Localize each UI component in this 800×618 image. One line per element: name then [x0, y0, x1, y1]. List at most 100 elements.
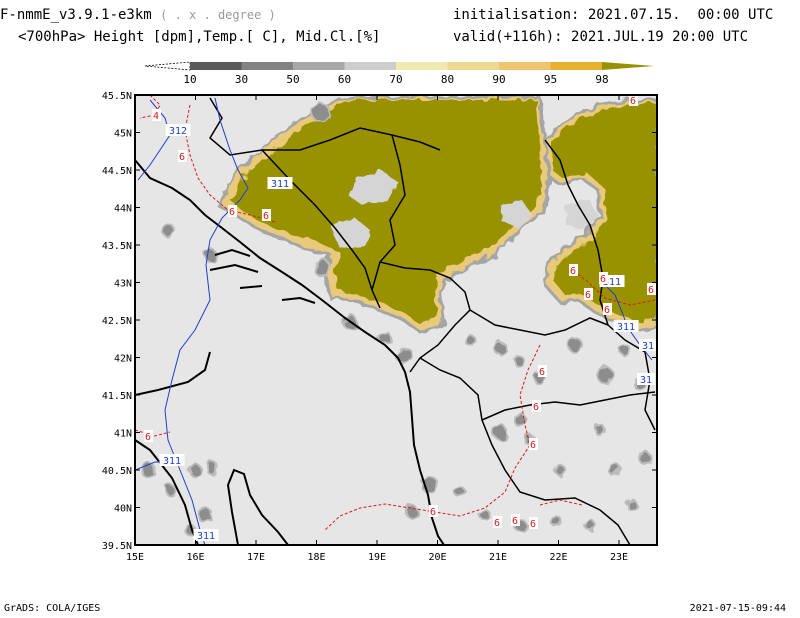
temp-label-bg: [603, 303, 612, 315]
temp-label-bg: [529, 517, 538, 529]
adriatic-coast: [135, 159, 445, 545]
legend-level-label: 80: [441, 73, 454, 86]
temp-contour-label: 6: [585, 290, 591, 301]
legend-level-label: 10: [183, 73, 196, 86]
model-name: F-nmmE_v3.9.1-e3km: [0, 7, 152, 23]
model-resolution-note: ( . x . degree ): [160, 8, 276, 22]
footer-credit: GrADS: COLA/IGES: [4, 603, 101, 614]
field-description: <700hPa> Height [dpm],Temp.[ C], Mid.Cl.…: [18, 29, 381, 45]
border-bosnia: [261, 149, 381, 309]
lat-label: 44.5N: [102, 166, 132, 177]
temp-contour-label: 6: [263, 211, 269, 222]
lon-label: 23E: [610, 552, 628, 563]
temp-label-bg: [629, 94, 638, 106]
temp-contour-label: 4: [153, 111, 159, 122]
lat-label: 43.5N: [102, 241, 132, 252]
border-albania-greece: [419, 357, 631, 545]
initialisation-line: initialisation: 2021.07.15. 00:00 UTC: [453, 7, 773, 23]
valid-label: valid(+116h):: [453, 29, 563, 45]
temp-contour-label: 6: [530, 519, 536, 530]
lon-label: 22E: [549, 552, 567, 563]
legend-swatch: [190, 62, 242, 70]
legend-swatch: [241, 62, 293, 70]
temp-contour-6-north: [184, 104, 276, 223]
lat-label: 40.5N: [102, 466, 132, 477]
height-label-bg: [165, 124, 191, 136]
lon-label: 19E: [368, 552, 386, 563]
border-serbia-montenegro: [379, 261, 471, 373]
temp-label-bg: [529, 438, 538, 450]
temp-label-bg: [599, 272, 608, 284]
temp-contour-label: 6: [530, 440, 536, 451]
border-bulgaria: [644, 351, 656, 431]
legend-level-label: 95: [544, 73, 557, 86]
height-contour-label: 31: [640, 375, 652, 386]
lat-label: 42N: [114, 354, 132, 365]
island-3: [281, 296, 316, 304]
model-title: F-nmmE_v3.9.1-e3km ( . x . degree ): [0, 7, 276, 23]
clear-patch-3: [500, 200, 532, 228]
temp-contour-label: 6: [630, 96, 636, 107]
legend-swatch: [550, 62, 602, 70]
island-4: [239, 285, 263, 289]
clear-patch-4: [565, 200, 598, 230]
legend-level-label: 98: [595, 73, 608, 86]
temp-label-bg: [429, 505, 438, 517]
temp-contour-label: 6: [430, 507, 436, 518]
height-contour-label: 311: [617, 322, 635, 333]
height-label-bg: [267, 177, 293, 189]
valid-time-line: valid(+116h): 2021.JUL.19 20:00 UTC: [453, 29, 748, 45]
temp-label-bg: [532, 400, 541, 412]
temp-contour-label: 6: [145, 432, 151, 443]
legend-level-label: 50: [286, 73, 299, 86]
lat-label: 41.5N: [102, 391, 132, 402]
lon-label: 16E: [186, 552, 204, 563]
temp-label-bg: [584, 288, 593, 300]
temp-contour-label: 6: [494, 518, 500, 529]
temp-label-bg: [511, 514, 520, 526]
legend-swatch: [344, 62, 396, 70]
legend-swatch: [499, 62, 551, 70]
border-kosovo-macedonia: [469, 309, 609, 336]
cloud-core-north: [230, 100, 542, 324]
longitude-axis: 15E 16E 17E 18E 19E 20E 21E 22E 23E: [126, 95, 628, 563]
lat-label: 45N: [114, 129, 132, 140]
legend-arrow-high: [602, 62, 654, 70]
lat-label: 45.5N: [102, 91, 132, 102]
lon-label: 18E: [307, 552, 325, 563]
height-contour-label: 311: [197, 531, 215, 542]
lat-label: 44N: [114, 204, 132, 215]
lat-label: 43N: [114, 279, 132, 290]
lat-label: 40N: [114, 504, 132, 515]
temp-label-bg: [152, 109, 161, 121]
temp-contour-label: 6: [570, 266, 576, 277]
coastlines: [135, 159, 445, 545]
temp-contour-6-greece: [539, 499, 583, 506]
legend-level-label: 70: [389, 73, 402, 86]
legend-level-label: 60: [338, 73, 351, 86]
temp-contour-6-sw: [135, 429, 171, 437]
footer-timestamp: 2021-07-15-09:44: [689, 603, 786, 614]
legend-swatch: [396, 62, 448, 70]
island-1: [214, 248, 251, 257]
height-label-bg: [637, 373, 655, 385]
temp-contour-label: 6: [539, 367, 545, 378]
height-label-bg: [639, 339, 657, 351]
height-label-bg: [193, 529, 219, 541]
island-2: [209, 263, 259, 273]
temp-label-bg: [569, 264, 578, 276]
clear-patch-1: [348, 170, 398, 205]
temp-contour-label: 6: [600, 274, 606, 285]
height-contour-312: [137, 99, 171, 181]
temp-contour-label: 6: [179, 152, 185, 163]
temp-contour-6-east: [569, 267, 656, 306]
temp-contour-label: 6: [512, 516, 518, 527]
legend-swatch: [293, 62, 345, 70]
color-legend: 10 30 50 60 70 80 90 95 98: [144, 61, 654, 86]
temp-contour-label: 6: [604, 305, 610, 316]
init-label: initialisation:: [453, 7, 580, 23]
temp-label-bg: [144, 430, 153, 442]
temp-label-bg: [262, 209, 271, 221]
lat-label: 39.5N: [102, 541, 132, 552]
